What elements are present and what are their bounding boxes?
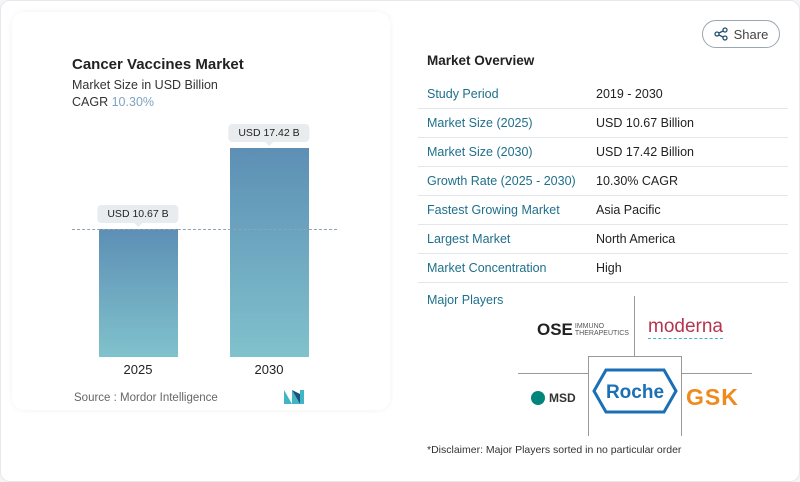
mordor-logo-icon [284, 390, 304, 404]
overview-row: Growth Rate (2025 - 2030) 10.30% CAGR [418, 167, 788, 196]
chart-title: Cancer Vaccines Market [72, 56, 244, 73]
divider [518, 373, 588, 374]
bar-2025 [99, 228, 178, 357]
x-tick-label: 2025 [123, 362, 153, 377]
cagr-label: CAGR [72, 95, 109, 109]
share-label: Share [733, 26, 769, 42]
logo-msd: MSD [531, 391, 576, 405]
row-value: High [596, 261, 622, 275]
logo-roche: Roche [592, 368, 678, 414]
overview-row: Market Concentration High [418, 254, 788, 283]
roche-box [588, 356, 682, 436]
data-label: USD 17.42 B [228, 123, 310, 146]
disclaimer: *Disclaimer: Major Players sorted in no … [427, 444, 682, 456]
row-value: North America [596, 232, 676, 246]
row-label: Growth Rate (2025 - 2030) [427, 174, 576, 188]
overview-title: Market Overview [427, 53, 535, 68]
logo-gsk: GSK [686, 384, 739, 410]
major-players-title: Major Players [427, 293, 504, 307]
row-label: Market Size (2025) [427, 116, 533, 130]
cagr-value: 10.30% [111, 95, 155, 109]
share-button[interactable]: Share [702, 20, 780, 48]
row-label: Market Concentration [427, 261, 547, 275]
bar-2030 [230, 147, 309, 357]
row-label: Market Size (2030) [427, 145, 533, 159]
row-value: Asia Pacific [596, 203, 661, 217]
row-value: 10.30% CAGR [596, 174, 678, 188]
data-label: USD 10.67 B [97, 204, 179, 227]
divider [682, 373, 752, 374]
chart-card [12, 12, 390, 410]
row-value: USD 10.67 Billion [596, 116, 694, 130]
row-label: Fastest Growing Market [427, 203, 560, 217]
share-icon [713, 27, 728, 41]
row-label: Study Period [427, 87, 499, 101]
divider [634, 296, 635, 356]
x-tick-label: 2030 [254, 362, 284, 377]
row-value: 2019 - 2030 [596, 87, 663, 101]
row-value: USD 17.42 Billion [596, 145, 694, 159]
overview-row: Fastest Growing Market Asia Pacific [418, 196, 788, 225]
chart-subtitle: Market Size in USD Billion [72, 78, 218, 92]
overview-row: Market Size (2025) USD 10.67 Billion [418, 109, 788, 138]
logo-moderna: moderna [648, 316, 723, 339]
source-text: Source : Mordor Intelligence [74, 392, 218, 404]
svg-text:Roche: Roche [606, 382, 664, 403]
row-label: Largest Market [427, 232, 511, 246]
logo-ose: OSE IMMUNO THERAPEUTICS [537, 320, 629, 339]
overview-row: Study Period 2019 - 2030 [418, 80, 788, 109]
overview-row: Largest Market North America [418, 225, 788, 254]
reference-line [72, 229, 337, 230]
cagr: CAGR 10.30% [72, 95, 154, 109]
overview-row: Market Size (2030) USD 17.42 Billion [418, 138, 788, 167]
